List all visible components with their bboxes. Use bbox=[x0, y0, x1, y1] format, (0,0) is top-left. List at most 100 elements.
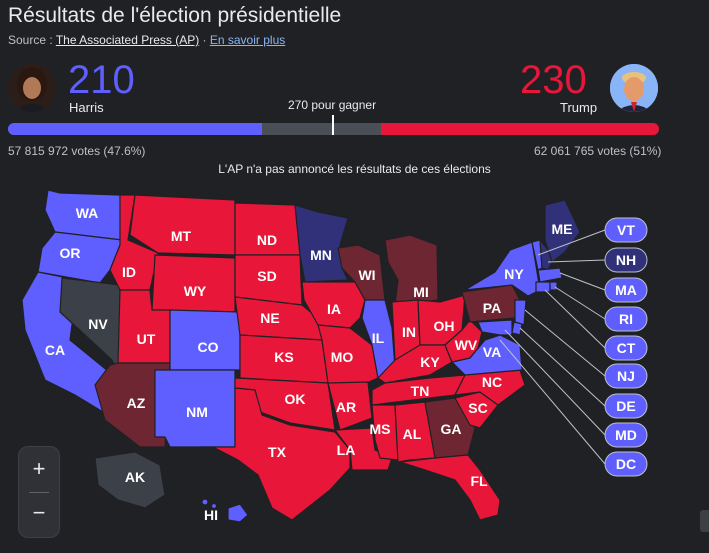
state-GA[interactable] bbox=[424, 397, 476, 459]
small-state-MA-pill[interactable] bbox=[604, 277, 648, 303]
label-IN: IN bbox=[402, 324, 416, 340]
label-VA: VA bbox=[483, 344, 501, 360]
state-LA[interactable] bbox=[334, 427, 393, 471]
state-HI-island[interactable] bbox=[201, 498, 209, 506]
state-DE[interactable] bbox=[511, 321, 523, 336]
state-HI[interactable] bbox=[227, 503, 249, 523]
small-state-DC[interactable]: DC bbox=[604, 451, 648, 477]
label-PA: PA bbox=[483, 300, 501, 316]
small-state-NJ[interactable]: NJ bbox=[604, 363, 648, 389]
state-MA[interactable] bbox=[537, 267, 563, 283]
electoral-vote-bar bbox=[8, 123, 659, 135]
small-state-DE[interactable]: DE bbox=[604, 393, 648, 419]
trump-portrait-icon bbox=[610, 64, 658, 112]
label-AL: AL bbox=[403, 426, 422, 442]
small-state-NH-pill[interactable] bbox=[604, 247, 648, 273]
small-state-DE-pill[interactable] bbox=[604, 393, 648, 419]
leader-line-VT bbox=[537, 229, 606, 256]
label-CO: CO bbox=[198, 339, 219, 355]
state-MO[interactable] bbox=[317, 324, 379, 386]
state-CT[interactable] bbox=[535, 281, 551, 293]
state-ME[interactable] bbox=[544, 199, 581, 263]
small-state-DC-label: DC bbox=[616, 456, 636, 472]
state-HI-island[interactable] bbox=[210, 502, 218, 510]
small-state-RI-pill[interactable] bbox=[604, 306, 648, 332]
state-NY[interactable] bbox=[464, 241, 541, 297]
label-OR: OR bbox=[60, 245, 81, 261]
source-line: Source : The Associated Press (AP) · En … bbox=[8, 33, 285, 47]
leader-line-DE bbox=[519, 327, 606, 407]
small-state-VT-pill[interactable] bbox=[604, 217, 648, 243]
state-NH[interactable] bbox=[539, 239, 553, 271]
label-KY: KY bbox=[420, 354, 440, 370]
small-state-NH[interactable]: NH bbox=[604, 247, 648, 273]
harris-portrait-icon bbox=[8, 64, 56, 112]
trump-popular-votes: 62 061 765 votes (51%) bbox=[534, 144, 662, 158]
harris-avatar bbox=[8, 64, 56, 112]
state-MN[interactable] bbox=[294, 204, 349, 283]
harris-bar-segment bbox=[8, 123, 263, 135]
us-election-map[interactable]: WA OR CA NV ID MT WY UT AZ CO NM ND SD N… bbox=[0, 180, 709, 553]
zoom-in-button[interactable]: + bbox=[32, 456, 46, 481]
label-AK: AK bbox=[125, 469, 145, 485]
trump-electoral-votes: 230 bbox=[520, 58, 587, 102]
small-state-CT[interactable]: CT bbox=[604, 335, 648, 361]
label-NY: NY bbox=[504, 266, 524, 282]
small-state-MA[interactable]: MA bbox=[604, 277, 648, 303]
label-WA: WA bbox=[76, 205, 99, 221]
zoom-out-button[interactable]: − bbox=[32, 500, 46, 525]
state-MT[interactable] bbox=[129, 194, 236, 256]
label-WI: WI bbox=[358, 267, 375, 283]
leader-line-MD bbox=[504, 329, 606, 436]
small-state-CT-label: CT bbox=[617, 340, 636, 356]
small-state-MD-pill[interactable] bbox=[604, 422, 648, 448]
label-AR: AR bbox=[336, 399, 356, 415]
small-state-CT-pill[interactable] bbox=[604, 335, 648, 361]
source-link[interactable]: The Associated Press (AP) bbox=[55, 33, 200, 47]
label-NE: NE bbox=[260, 310, 279, 326]
label-MO: MO bbox=[331, 349, 354, 365]
page-title: Résultats de l'élection présidentielle bbox=[8, 4, 342, 27]
state-MD[interactable] bbox=[477, 319, 513, 336]
label-AZ: AZ bbox=[127, 395, 146, 411]
trump-avatar bbox=[610, 64, 658, 112]
small-state-VT[interactable]: VT bbox=[604, 217, 648, 243]
state-FL[interactable] bbox=[399, 454, 501, 521]
trump-name: Trump bbox=[560, 100, 598, 115]
small-state-NJ-label: NJ bbox=[617, 368, 635, 384]
leader-line-MA bbox=[559, 272, 606, 291]
state-WV[interactable] bbox=[444, 319, 483, 363]
label-WV: WV bbox=[455, 337, 478, 353]
source-separator: · bbox=[199, 33, 210, 47]
state-TX[interactable] bbox=[199, 387, 351, 521]
state-RI[interactable] bbox=[549, 281, 558, 291]
label-SD: SD bbox=[257, 268, 276, 284]
state-AR[interactable] bbox=[327, 381, 373, 431]
label-ID: ID bbox=[122, 264, 136, 280]
state-MS[interactable] bbox=[371, 404, 399, 461]
harris-electoral-votes: 210 bbox=[68, 58, 135, 102]
small-state-NJ-pill[interactable] bbox=[604, 363, 648, 389]
state-MI[interactable] bbox=[384, 234, 439, 306]
label-CA: CA bbox=[45, 342, 65, 358]
label-OH: OH bbox=[434, 318, 455, 334]
small-state-RI[interactable]: RI bbox=[604, 306, 648, 332]
label-SC: SC bbox=[468, 400, 487, 416]
label-TX: TX bbox=[268, 444, 287, 460]
state-AK[interactable] bbox=[94, 451, 166, 509]
label-NV: NV bbox=[88, 316, 108, 332]
zoom-control: + − bbox=[18, 446, 60, 538]
small-state-MD[interactable]: MD bbox=[604, 422, 648, 448]
state-NM[interactable] bbox=[154, 369, 236, 448]
learn-more-link[interactable]: En savoir plus bbox=[209, 33, 286, 47]
small-state-DC-pill[interactable] bbox=[604, 451, 648, 477]
leader-line-CT bbox=[544, 289, 606, 349]
label-TN: TN bbox=[411, 383, 430, 399]
label-UT: UT bbox=[137, 331, 156, 347]
small-state-MD-label: MD bbox=[615, 427, 637, 443]
label-WY: WY bbox=[184, 283, 207, 299]
state-NJ[interactable] bbox=[514, 299, 527, 326]
label-IA: IA bbox=[327, 301, 341, 317]
label-MT: MT bbox=[171, 228, 192, 244]
uncalled-bar-segment bbox=[262, 123, 381, 135]
